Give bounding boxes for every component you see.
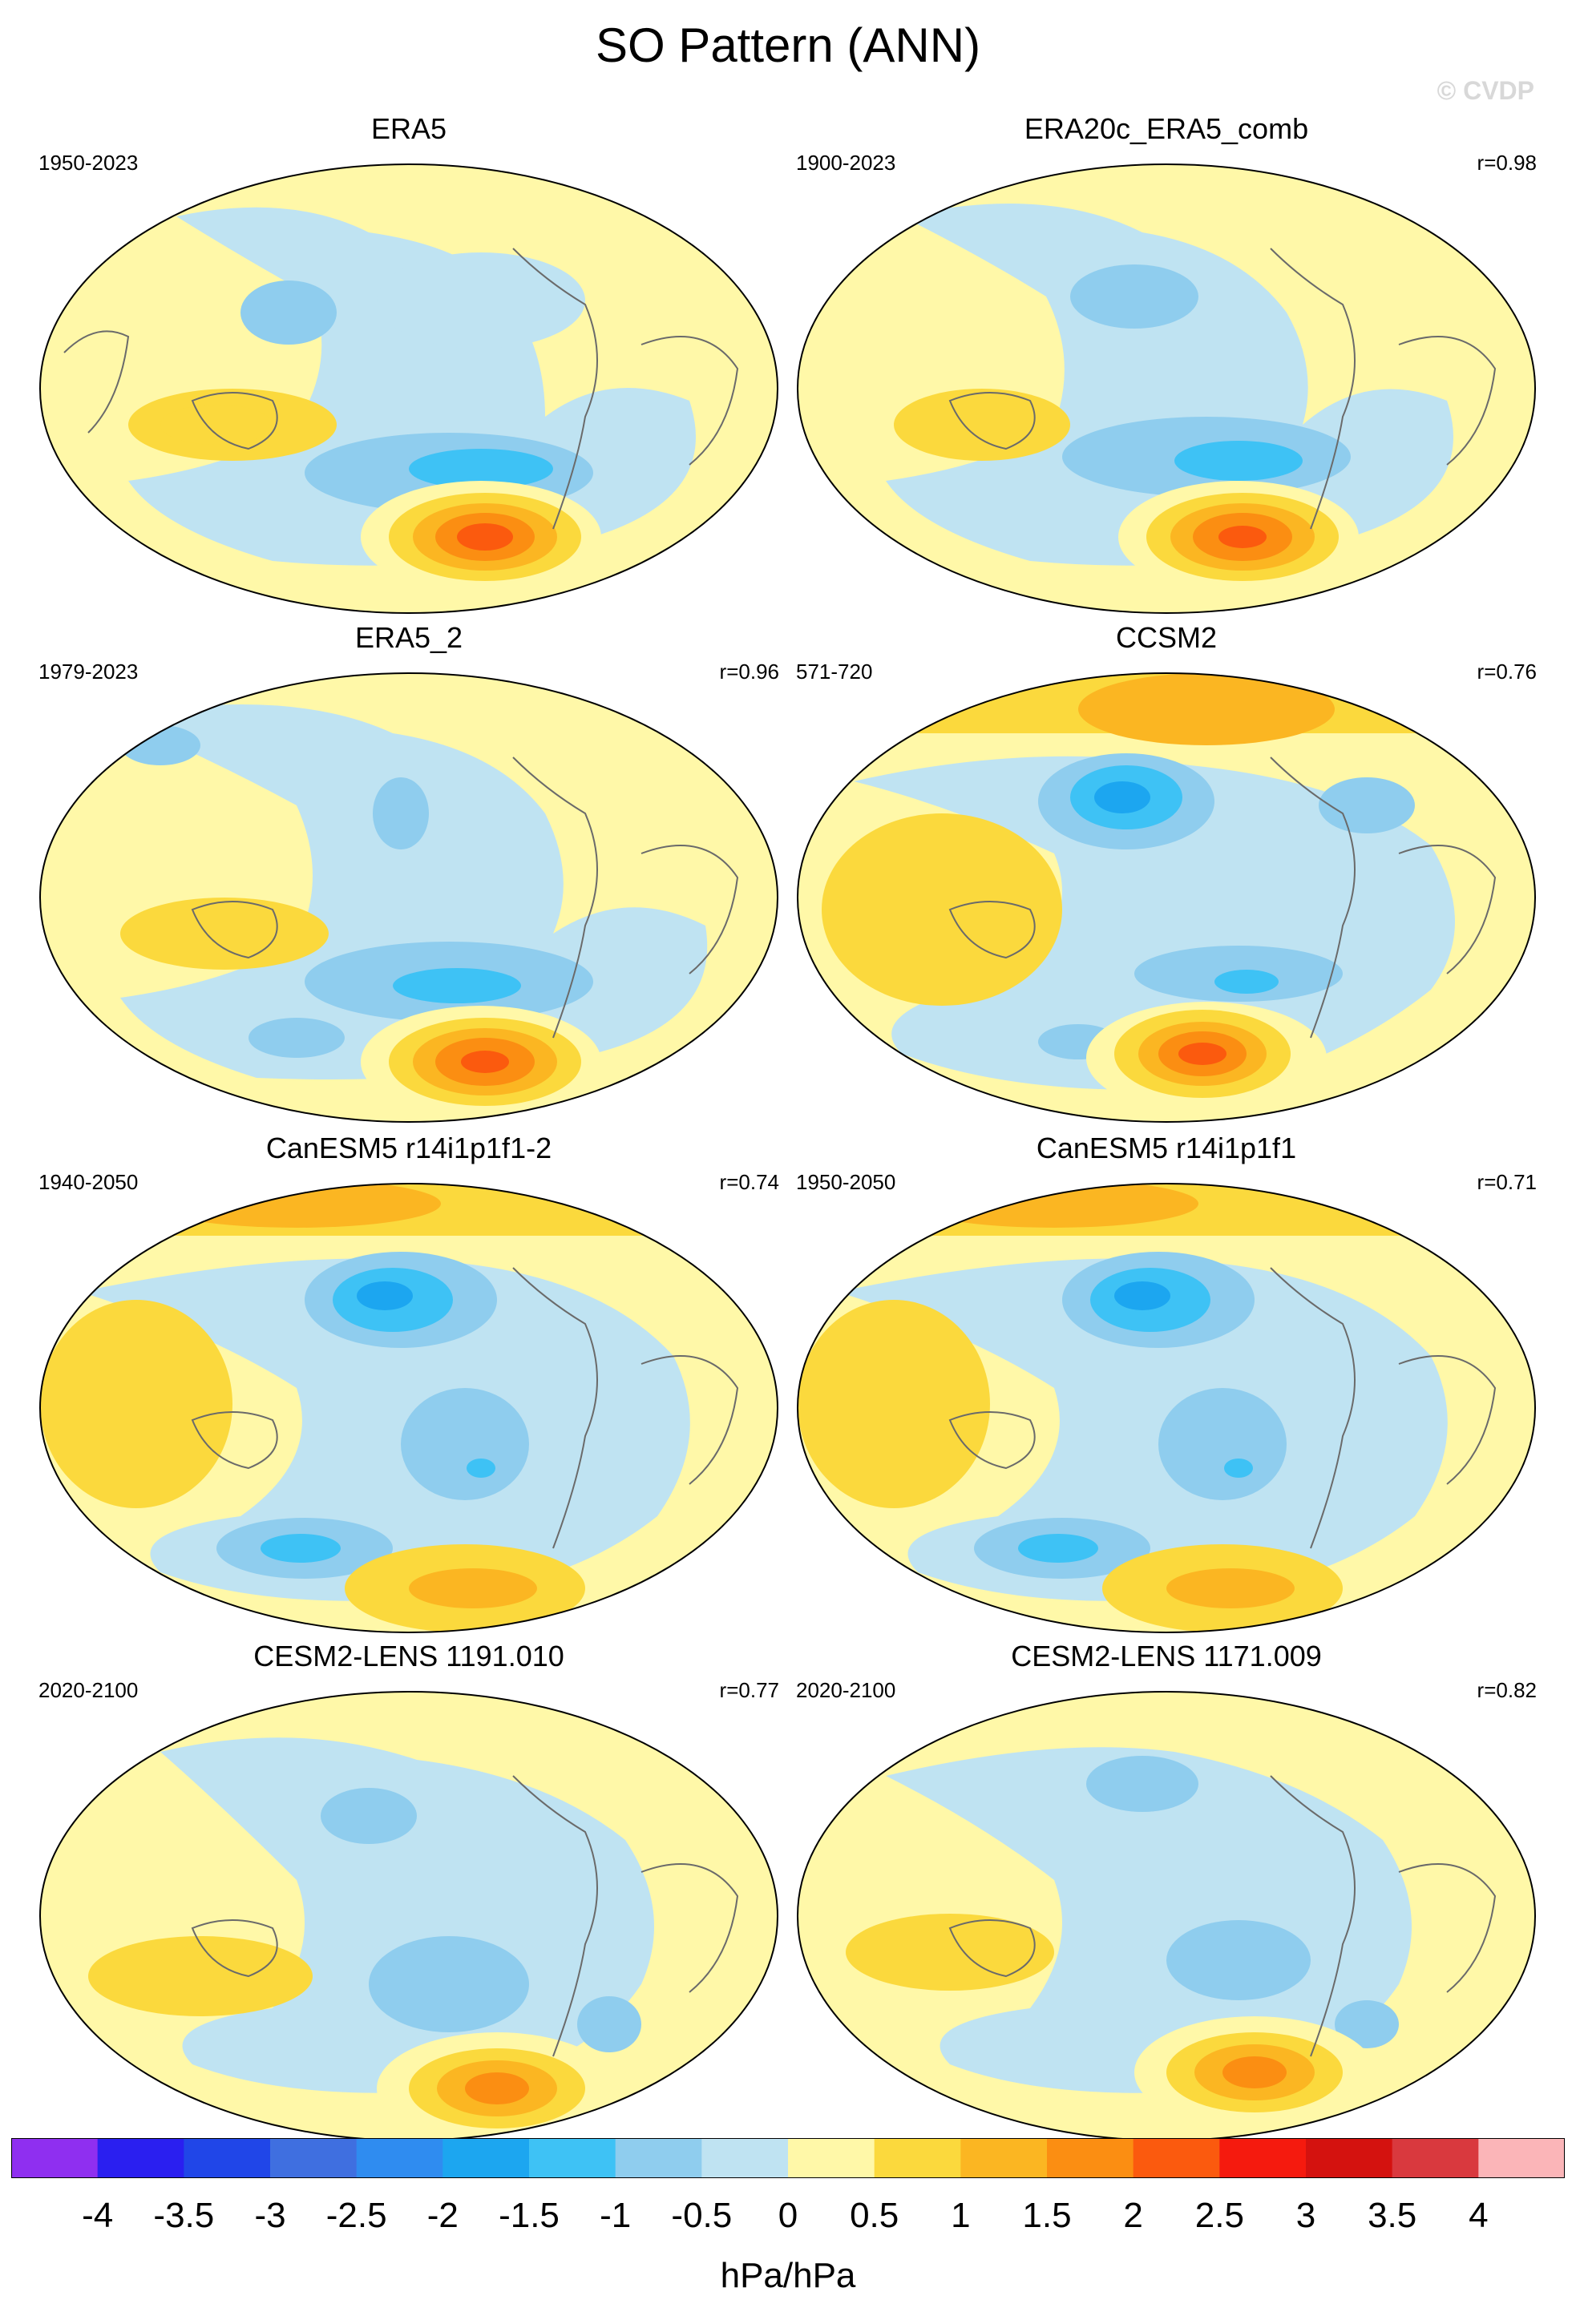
colorbar-swatch (1478, 2138, 1565, 2178)
panel-years: 1979-2023 (38, 660, 139, 684)
colorbar-tick-label: 2.5 (1194, 2196, 1244, 2235)
panel-years: 1950-2023 (38, 151, 139, 175)
pattern-map (797, 163, 1536, 614)
panel-title: CESM2-LENS 1191.010 (253, 1640, 564, 1672)
colorbar-swatch (1133, 2138, 1220, 2178)
colorbar-swatch (97, 2138, 184, 2178)
panel-title: ERA5_2 (354, 621, 463, 654)
colorbar-swatch (442, 2138, 530, 2178)
colorbar-tick-label: 0 (778, 2196, 798, 2235)
colorbar-tick-label: 0.5 (850, 2196, 899, 2235)
colorbar-swatch (529, 2138, 616, 2178)
map-panel-era20c: ERA20c_ERA5_comb 1900-2023 r=0.98 (790, 112, 1543, 617)
panel-correlation: r=0.98 (1477, 151, 1537, 175)
colorbar-tick-label: 1 (951, 2196, 971, 2235)
colorbar-swatch (356, 2138, 443, 2178)
panel-correlation: r=0.77 (719, 1678, 779, 1702)
map-panel-era5: ERA5 1950-2023 (32, 112, 786, 617)
pattern-map (39, 163, 778, 614)
colorbar-tick-label: -0.5 (671, 2196, 733, 2235)
pattern-map (39, 1691, 778, 2141)
panel-title: CESM2-LENS 1171.009 (1011, 1640, 1322, 1672)
colorbar-tick-label: -4 (82, 2196, 114, 2235)
colorbar-tick-label: -2.5 (325, 2196, 387, 2235)
cvdp-watermark: © CVDP (1437, 76, 1534, 105)
colorbar-swatch (1306, 2138, 1393, 2178)
panel-years: 571-720 (796, 660, 873, 684)
map-panel-ccsm2: CCSM2 571-720 r=0.76 (790, 621, 1543, 1126)
colorbar-tick-label: -1 (600, 2196, 632, 2235)
colorbar-swatch (11, 2138, 99, 2178)
colorbar-tick-label: -3.5 (153, 2196, 215, 2235)
panel-correlation: r=0.71 (1477, 1170, 1537, 1194)
pattern-map (797, 672, 1536, 1123)
map-panel-canesm5-2: CanESM5 r14i1p1f1-2 1940-2050 r=0.74 (32, 1132, 786, 1636)
panel-years: 2020-2100 (38, 1678, 139, 1702)
colorbar-swatch (1392, 2138, 1479, 2178)
pattern-map (797, 1691, 1536, 2141)
colorbar (11, 2138, 1565, 2178)
colorbar-tick-label: 3 (1295, 2196, 1316, 2235)
map-panel-era5-2: ERA5_2 1979-2023 r=0.96 (32, 621, 786, 1126)
colorbar-tick-label: -2 (426, 2196, 459, 2235)
pattern-map (39, 672, 778, 1123)
colorbar-swatch (874, 2138, 961, 2178)
panel-years: 1940-2050 (38, 1170, 139, 1194)
map-panel-cesm2-1191: CESM2-LENS 1191.010 2020-2100 r=0.77 (32, 1640, 786, 2144)
colorbar-swatch (270, 2138, 358, 2178)
pattern-map (797, 1183, 1536, 1633)
colorbar-units: hPa/hPa (720, 2256, 856, 2295)
colorbar-tick-label: 3.5 (1368, 2196, 1417, 2235)
colorbar-swatch (615, 2138, 702, 2178)
colorbar-tick-label: 2 (1123, 2196, 1143, 2235)
map-panel-cesm2-1171: CESM2-LENS 1171.009 2020-2100 r=0.82 (790, 1640, 1543, 2144)
colorbar-labels: -4 -3.5 -3 -2.5 -2 -1.5 -1 -0.5 0 0.5 1 1.5 2 2.5 3 3.5… (0, 2196, 1576, 2244)
colorbar-swatch (960, 2138, 1048, 2178)
panel-correlation: r=0.74 (719, 1170, 779, 1194)
panel-years: 1900-2023 (796, 151, 896, 175)
colorbar-swatch (1047, 2138, 1134, 2178)
panel-title: ERA5 (370, 112, 447, 145)
map-panel-canesm5: CanESM5 r14i1p1f1 1950-2050 r=0.71 (790, 1132, 1543, 1636)
panel-title: CanESM5 r14i1p1f1-2 (265, 1132, 552, 1164)
panel-title: ERA20c_ERA5_comb (1024, 112, 1309, 145)
panel-correlation: r=0.76 (1477, 660, 1537, 684)
colorbar-tick-label: 1.5 (1022, 2196, 1072, 2235)
colorbar-swatch (1219, 2138, 1307, 2178)
panel-correlation: r=0.82 (1477, 1678, 1537, 1702)
figure-title: SO Pattern (ANN) (595, 18, 981, 72)
panel-correlation: r=0.96 (719, 660, 779, 684)
panel-years: 2020-2100 (796, 1678, 896, 1702)
panel-years: 1950-2050 (796, 1170, 896, 1194)
colorbar-swatch (184, 2138, 271, 2178)
pattern-map (39, 1183, 778, 1633)
panel-title: CCSM2 (1115, 621, 1218, 654)
colorbar-tick-label: -3 (254, 2196, 286, 2235)
panel-title: CanESM5 r14i1p1f1 (1036, 1132, 1297, 1164)
colorbar-tick-label: 4 (1469, 2196, 1489, 2235)
colorbar-swatch (788, 2138, 875, 2178)
colorbar-tick-label: -1.5 (499, 2196, 560, 2235)
colorbar-swatch (701, 2138, 789, 2178)
